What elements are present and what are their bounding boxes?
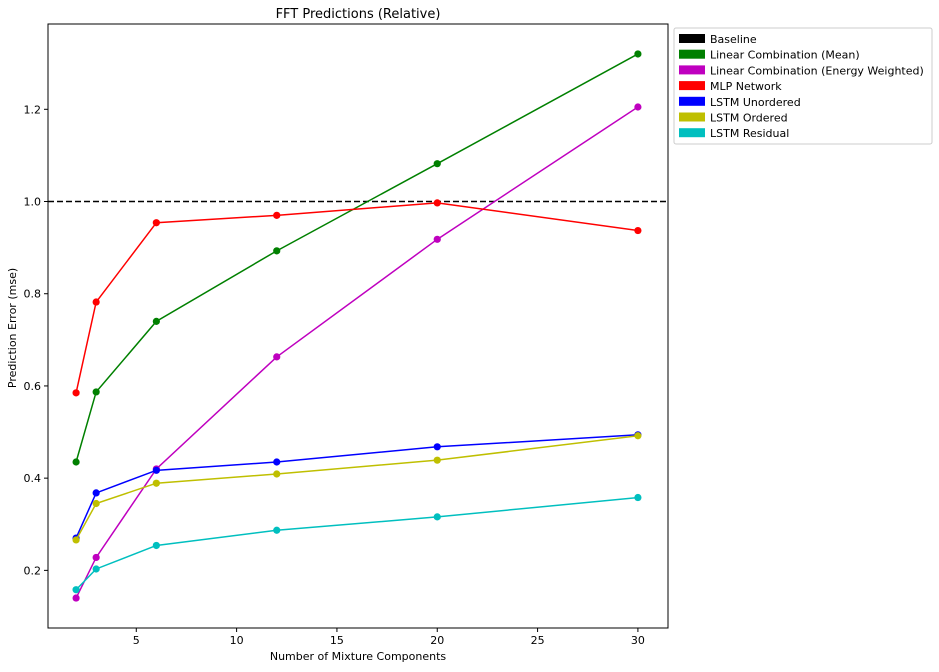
data-point-linear-combination-energy-weighted-12	[273, 353, 281, 361]
series-line-lstm-unordered	[75, 434, 638, 539]
legend-swatch-lstm-ordered	[679, 112, 705, 122]
series-mlp-network	[72, 199, 642, 397]
x-tick-label-5: 5	[133, 634, 140, 647]
legend-swatch-linear-combination-mean	[679, 49, 705, 59]
x-tick-label-10: 10	[230, 634, 244, 647]
data-point-lstm-ordered-6	[152, 479, 160, 487]
legend-swatch-baseline	[679, 34, 705, 43]
data-point-lstm-residual-6	[152, 541, 160, 550]
y-axis-label: Prediction Error (mse)	[6, 268, 19, 388]
y-tick-label-1.2: 1.2	[24, 103, 42, 116]
data-point-lstm-residual-30	[634, 493, 642, 502]
data-point-linear-combination-energy-weighted-30	[634, 103, 642, 111]
legend-label-lstm-ordered: LSTM Ordered	[710, 112, 788, 125]
legend-swatch-lstm-residual	[679, 128, 705, 138]
data-point-linear-combination-mean-2	[72, 458, 80, 466]
series-lstm-ordered	[72, 432, 642, 544]
data-point-lstm-ordered-30	[634, 432, 642, 440]
data-point-lstm-residual-12	[273, 526, 281, 534]
legend-label-lstm-residual: LSTM Residual	[710, 127, 789, 140]
legend-label-linear-combination-mean: Linear Combination (Mean)	[710, 49, 860, 62]
legend-swatch-linear-combination-energy-weighted	[679, 65, 705, 75]
data-point-linear-combination-energy-weighted-2	[72, 594, 80, 602]
data-point-lstm-unordered-6	[152, 466, 160, 474]
data-point-mlp-network-6	[152, 219, 160, 227]
data-point-lstm-residual-2	[72, 586, 80, 594]
legend-label-mlp-network: MLP Network	[710, 80, 782, 93]
data-point-mlp-network-3	[92, 298, 100, 306]
series-line-mlp-network	[75, 202, 639, 394]
data-point-linear-combination-mean-3	[92, 388, 100, 396]
data-point-linear-combination-energy-weighted-3	[92, 553, 100, 562]
legend-swatch-mlp-network	[679, 81, 705, 91]
plot-area: 5 10 15 20 25 30 0.2 0.4 0.6 0.8 1.0 1.2	[24, 23, 669, 647]
series-line-linear-combination-energy-weighted	[75, 106, 639, 599]
y-tick-label-0.4: 0.4	[24, 472, 42, 485]
data-point-mlp-network-30	[634, 226, 642, 235]
legend: Baseline Linear Combination (Mean) Linear …	[673, 27, 933, 145]
legend-label-baseline: Baseline	[710, 33, 757, 46]
legend-box	[673, 27, 933, 145]
data-point-lstm-ordered-20	[433, 456, 441, 464]
series-linear-combination-energy-weighted	[72, 103, 642, 602]
series-lstm-residual	[72, 493, 642, 594]
series-line-lstm-residual	[75, 496, 638, 591]
x-tick-label-15: 15	[330, 634, 344, 647]
data-point-lstm-unordered-12	[273, 458, 281, 466]
chart-title: FFT Predictions (Relative)	[276, 7, 441, 22]
x-tick-label-30: 30	[631, 634, 645, 647]
legend-label-linear-combination-energy-weighted: Linear Combination (Energy Weighted)	[710, 64, 924, 77]
legend-label-lstm-unordered: LSTM Unordered	[710, 96, 801, 109]
data-point-mlp-network-20	[433, 199, 441, 207]
data-point-linear-combination-energy-weighted-20	[433, 235, 441, 243]
data-point-lstm-ordered-12	[273, 470, 281, 478]
legend-swatch-lstm-unordered	[679, 96, 705, 106]
series-linear-combination-mean	[72, 50, 642, 466]
data-point-lstm-unordered-3	[92, 489, 100, 497]
data-point-mlp-network-2	[72, 389, 80, 397]
series-line-linear-combination-mean	[75, 53, 639, 463]
data-point-linear-combination-mean-6	[152, 317, 160, 325]
data-point-lstm-ordered-2	[72, 536, 80, 544]
x-tick-label-25: 25	[531, 634, 545, 647]
y-tick-label-0.2: 0.2	[24, 564, 42, 577]
data-point-lstm-residual-20	[433, 513, 441, 521]
series-line-lstm-ordered	[75, 434, 638, 541]
data-point-lstm-ordered-3	[92, 499, 100, 508]
data-point-linear-combination-mean-12	[273, 247, 281, 255]
data-point-linear-combination-mean-30	[634, 50, 642, 58]
data-point-lstm-unordered-20	[433, 443, 441, 451]
y-tick-label-0.6: 0.6	[24, 380, 42, 393]
data-point-lstm-residual-3	[92, 565, 100, 573]
plot-frame	[47, 23, 669, 629]
data-point-linear-combination-mean-20	[433, 160, 441, 168]
y-tick-label-0.8: 0.8	[24, 288, 42, 301]
x-tick-label-20: 20	[430, 634, 444, 647]
data-point-mlp-network-12	[273, 211, 281, 219]
y-tick-label-1: 1.0	[24, 196, 42, 209]
x-axis-label: Number of Mixture Components	[270, 650, 447, 663]
